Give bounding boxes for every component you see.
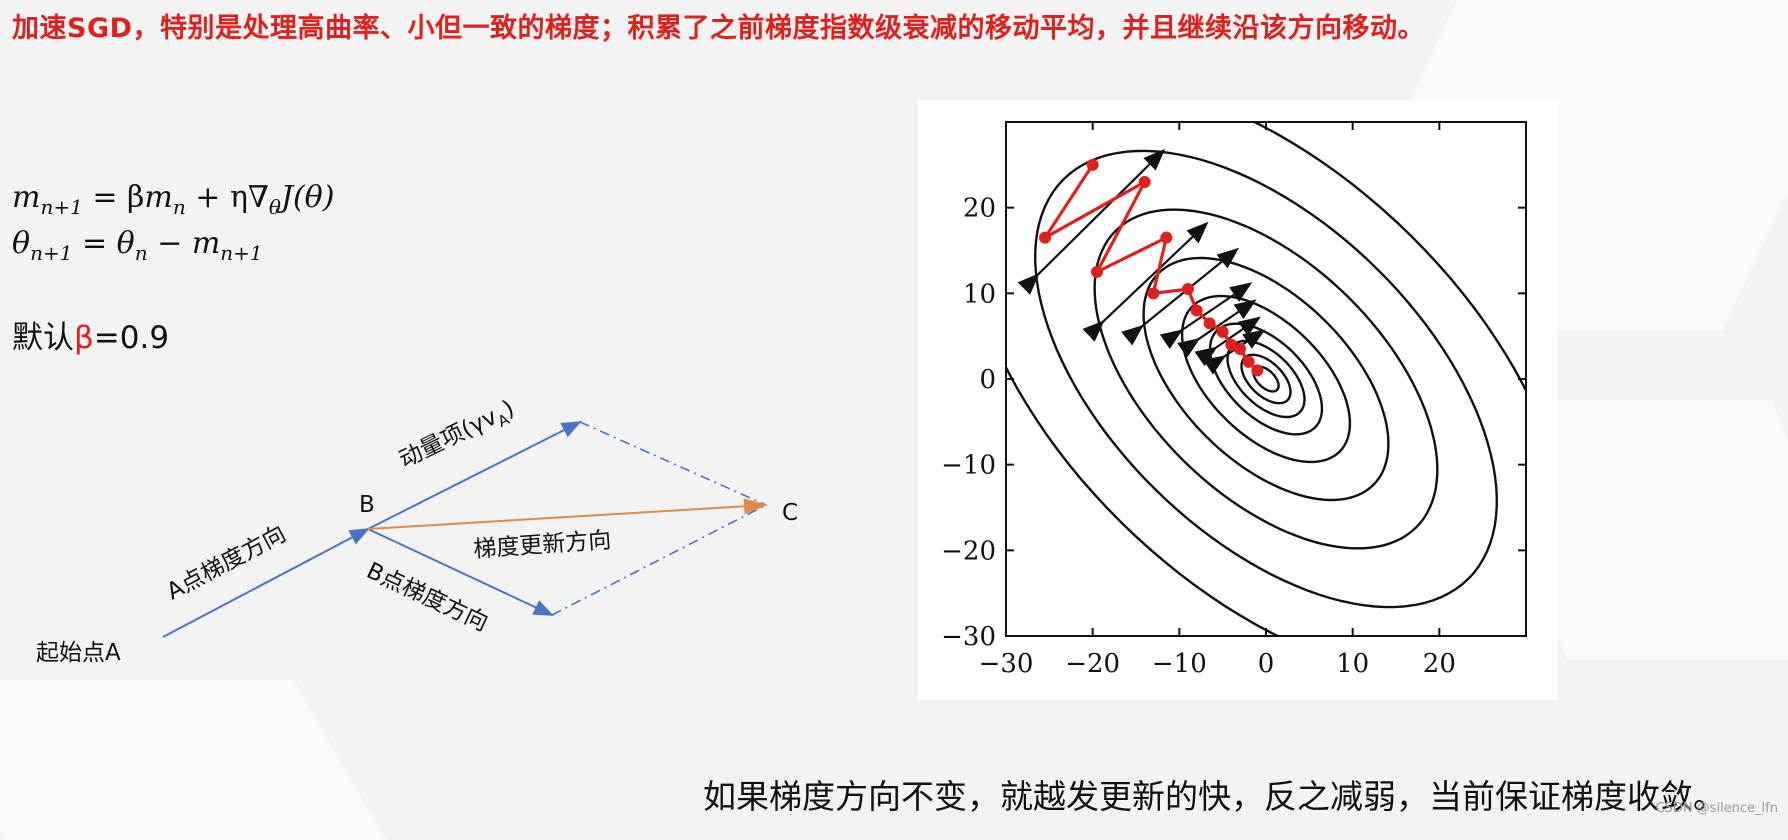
- gradient-arrow: [1017, 148, 1166, 295]
- watermark: CSDN @silence_lfn: [1655, 801, 1778, 816]
- point-c-label: C: [782, 500, 798, 526]
- x-tick-label: −10: [1152, 649, 1207, 679]
- point-a-label: 起始点A: [36, 640, 121, 666]
- x-tick-label: 10: [1336, 649, 1369, 679]
- momentum-path-point: [1182, 283, 1194, 296]
- momentum-path-point: [1203, 317, 1216, 330]
- dashdot-upper: [579, 421, 767, 506]
- momentum-path-point: [1234, 343, 1246, 356]
- background-facet: [0, 680, 387, 840]
- b-gradient-arrow: [367, 528, 554, 616]
- default-beta: 默认β=0.9: [12, 320, 170, 356]
- momentum-path-point: [1190, 304, 1203, 317]
- y-tick-label: −10: [941, 451, 996, 481]
- momentum-path-point: [1138, 175, 1151, 188]
- plot-frame: [1005, 121, 1527, 637]
- y-tick-label: −20: [941, 536, 996, 566]
- point-b-label: B: [359, 492, 375, 518]
- momentum-path-point: [1251, 364, 1264, 377]
- formula-momentum: mn+1 = βmn + η∇θJ(θ): [12, 180, 335, 219]
- contour-plot-panel: −30 −20 −10 0 10 20 20 10 0 −10 −20 −30: [918, 100, 1558, 700]
- b-gradient-label: B点梯度方向: [362, 558, 492, 637]
- x-tick-label: −30: [979, 649, 1034, 679]
- momentum-path-point: [1160, 231, 1173, 244]
- contour-line: [1006, 122, 1526, 636]
- momentum-path-point: [1091, 265, 1103, 278]
- momentum-arrow: [367, 421, 582, 530]
- x-tick-label: −20: [1065, 649, 1120, 679]
- y-tick-label: 0: [979, 365, 996, 395]
- dashdot-lower: [551, 504, 767, 616]
- slide-title: 加速SGD，特别是处理高曲率、小但一致的梯度；积累了之前梯度指数级衰减的移动平均…: [12, 13, 1426, 44]
- update-direction-label: 梯度更新方向: [473, 527, 612, 563]
- momentum-path-point: [1086, 158, 1099, 171]
- momentum-path-point: [1039, 231, 1051, 244]
- momentum-label: 动量项(γvA): [395, 395, 520, 477]
- contour-plot: −30 −20 −10 0 10 20 20 10 0 −10 −20 −30: [941, 121, 1527, 679]
- a-gradient-label: A点梯度方向: [163, 521, 291, 605]
- momentum-vector-diagram: 起始点A B C A点梯度方向 动量项(γvA) B点梯度方向 梯度更新方向: [36, 395, 798, 666]
- x-tick-label: 20: [1423, 649, 1456, 679]
- momentum-path-point: [1242, 355, 1255, 368]
- momentum-path-point: [1147, 287, 1160, 300]
- y-tick-label: −30: [941, 622, 996, 652]
- bottom-note: 如果梯度方向不变，就越发更新的快，反之减弱，当前保证梯度收敛。: [703, 777, 1726, 816]
- y-tick-label: 20: [963, 194, 996, 224]
- momentum-path-point: [1216, 325, 1229, 338]
- y-tick-label: 10: [963, 279, 996, 309]
- a-gradient-arrow: [162, 528, 370, 638]
- formula-update: θn+1 = θn − mn+1: [12, 226, 263, 265]
- update-arrow: [367, 498, 768, 530]
- x-tick-label: 0: [1258, 649, 1275, 679]
